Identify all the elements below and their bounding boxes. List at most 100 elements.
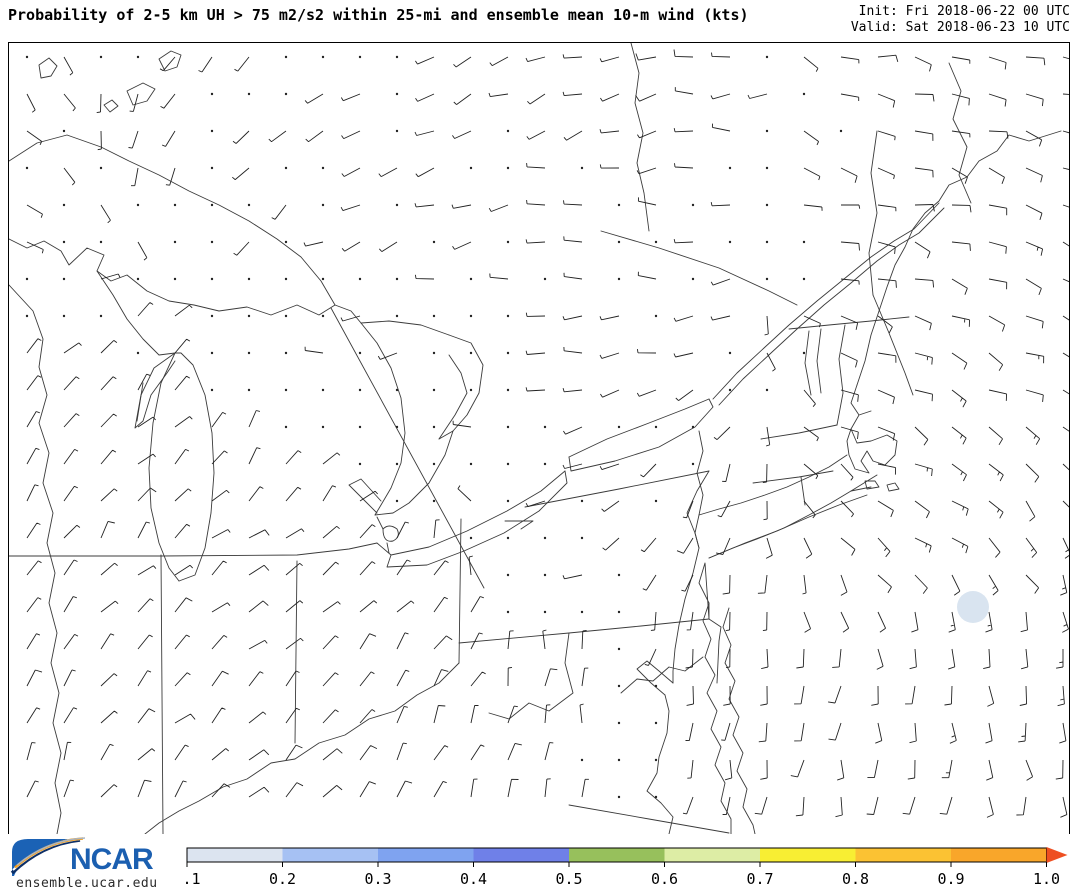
cape-cod xyxy=(846,428,898,474)
colorbar-tick-label: 0.6 xyxy=(651,870,678,888)
colorbar-segment xyxy=(760,848,856,862)
map-canvas[interactable] xyxy=(8,42,1070,835)
colorbar-segment xyxy=(951,848,1047,862)
colorbar-svg: 0.1 0.2 0.3 0.4 0.5 0.6 0.7 0.8 0.9 1.0 xyxy=(173,847,1068,888)
ncar-logo-svg: NCAR xyxy=(10,837,155,876)
delaware-bay xyxy=(636,660,674,696)
border-nh-me xyxy=(872,294,914,396)
lake-champlain-east xyxy=(816,328,822,394)
border-vt-nh xyxy=(836,324,846,426)
chesapeake-east-shore xyxy=(722,607,756,834)
colorbar-tick-label: 1.0 xyxy=(1033,870,1060,888)
coast-southern-new-england xyxy=(698,454,848,516)
island-superior-3 xyxy=(103,99,119,113)
coast-lake-michigan-east xyxy=(174,352,215,582)
lake-st-clair xyxy=(382,525,399,542)
island-superior-2 xyxy=(126,82,156,106)
coast-lake-michigan-west xyxy=(148,352,180,582)
bruce-peninsula xyxy=(438,354,468,440)
border-il-in xyxy=(160,554,164,834)
run-times: Init: Fri 2018-06-22 00 UTC Valid: Sat 2… xyxy=(851,4,1070,36)
island-nantucket xyxy=(886,482,900,492)
coast-lake-erie-south xyxy=(386,470,568,568)
coast-ma-boston xyxy=(850,384,872,430)
colorbar-segment xyxy=(569,848,665,862)
probability-colorbar: 0.1 0.2 0.3 0.4 0.5 0.6 0.7 0.8 0.9 1.0 xyxy=(173,844,1080,896)
gatineau-river xyxy=(630,43,650,232)
border-mason-dixon xyxy=(458,618,710,644)
colorbar-segment xyxy=(664,848,761,862)
colorbar-tick-label: 0.2 xyxy=(269,870,296,888)
border-ny-pa xyxy=(524,470,710,508)
georgian-bay xyxy=(438,334,484,440)
chesapeake-west-shore xyxy=(702,602,732,834)
door-peninsula xyxy=(136,382,144,422)
ncar-logo-text: NCAR xyxy=(70,843,154,876)
coast-green-bay xyxy=(134,352,176,429)
st-lawrence-river-2 xyxy=(718,207,945,406)
coast-new-jersey xyxy=(672,547,700,684)
coast-lake-superior-north xyxy=(9,134,336,306)
border-md-wv xyxy=(488,632,574,720)
colorbar-segment xyxy=(282,848,379,862)
island-superior-1 xyxy=(38,57,58,79)
coast-lake-erie-north xyxy=(390,470,566,556)
susquehanna-river xyxy=(698,562,710,620)
ncar-logo[interactable]: NCAR xyxy=(10,836,160,882)
colorbar-tick-label: 0.7 xyxy=(746,870,773,888)
border-ma-south xyxy=(752,470,834,484)
footer-bar: NCAR ensemble.ucar.edu 0.10.20.30.40.50.… xyxy=(0,834,1080,895)
coastline-layer xyxy=(9,43,1062,834)
border-huron-diagonal xyxy=(330,307,485,589)
colorbar-segment xyxy=(187,848,283,862)
long-island-south xyxy=(708,486,872,559)
coast-delmarva-atlantic xyxy=(646,694,674,834)
coast-nyc xyxy=(694,514,700,549)
colorbar-overflow-arrow xyxy=(1046,847,1068,863)
border-va-south xyxy=(568,804,730,834)
lake-nipigon xyxy=(158,50,182,72)
ottawa-river xyxy=(600,230,798,306)
border-mi-south xyxy=(9,542,392,557)
st-marys-river xyxy=(334,304,362,324)
coast-lake-ontario-south xyxy=(568,398,714,472)
coast-maine xyxy=(856,130,1062,386)
coast-lake-superior-south xyxy=(9,238,336,316)
calm-wind-dots xyxy=(25,55,843,799)
coast-lake-huron-west xyxy=(360,322,406,516)
colorbar-tick-label: 0.1 xyxy=(183,870,201,888)
island-marthas-vineyard xyxy=(864,480,880,490)
colorbar-segment xyxy=(473,848,570,862)
probability-contour-blob xyxy=(957,591,989,623)
colorbar-tick-label: 0.3 xyxy=(364,870,391,888)
colorbar-segment xyxy=(855,848,952,862)
potomac-river xyxy=(620,656,704,694)
site-url-label[interactable]: ensemble.ucar.edu xyxy=(16,876,158,891)
border-ma-north xyxy=(760,424,838,440)
border-me-west xyxy=(868,130,878,296)
st-lawrence-river-1 xyxy=(712,202,940,400)
border-45th-parallel xyxy=(788,316,910,330)
probability-contour-layer xyxy=(957,591,989,623)
long-point-spit xyxy=(504,520,534,530)
border-pa-oh xyxy=(458,518,462,664)
colorbar-segment xyxy=(378,848,474,862)
north-channel xyxy=(360,320,450,336)
ncar-logo-swoosh-fill xyxy=(12,839,68,876)
border-delaware xyxy=(708,618,722,684)
lake-champlain-west xyxy=(804,330,812,396)
border-in-oh xyxy=(294,560,298,744)
colorbar-tick-label: 0.9 xyxy=(937,870,964,888)
init-time-label: Init: Fri 2018-06-22 00 UTC xyxy=(858,4,1070,19)
colorbar-tick-label: 0.8 xyxy=(842,870,869,888)
saginaw-bay xyxy=(348,478,382,514)
weather-map-svg xyxy=(9,43,1069,834)
ohio-river xyxy=(144,662,460,834)
detroit-river xyxy=(376,516,390,554)
coast-lake-ontario-north xyxy=(568,398,710,458)
coast-lake-huron-east xyxy=(374,430,454,516)
colorbar-tick-label: 0.4 xyxy=(460,870,487,888)
delaware-river xyxy=(686,470,710,549)
wind-barb-glyphs xyxy=(26,49,1069,818)
